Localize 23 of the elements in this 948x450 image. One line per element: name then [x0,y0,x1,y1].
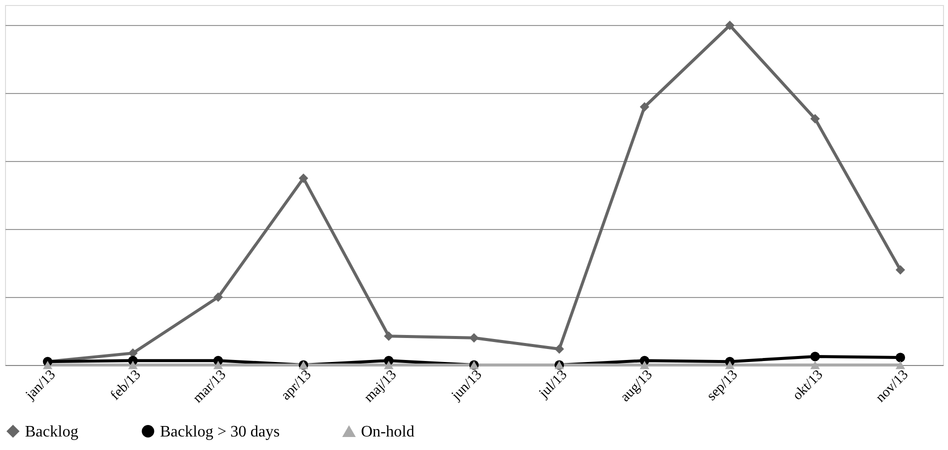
point [640,360,650,370]
point [384,331,394,341]
point [554,344,564,354]
point [640,102,650,112]
point [896,265,906,275]
legend-label: On-hold [361,424,414,440]
legend-label: Backlog > 30 days [160,423,280,440]
point [810,360,820,370]
point [725,20,735,30]
point [810,352,820,362]
legend-label: Backlog [25,423,78,440]
point [128,348,138,358]
point [469,333,479,343]
point [298,173,308,183]
point [213,360,223,370]
point [384,360,394,370]
point [725,360,735,370]
point [213,292,223,302]
point [896,352,906,362]
point [810,114,820,124]
point [896,360,906,370]
point [42,360,52,370]
point [128,360,138,370]
